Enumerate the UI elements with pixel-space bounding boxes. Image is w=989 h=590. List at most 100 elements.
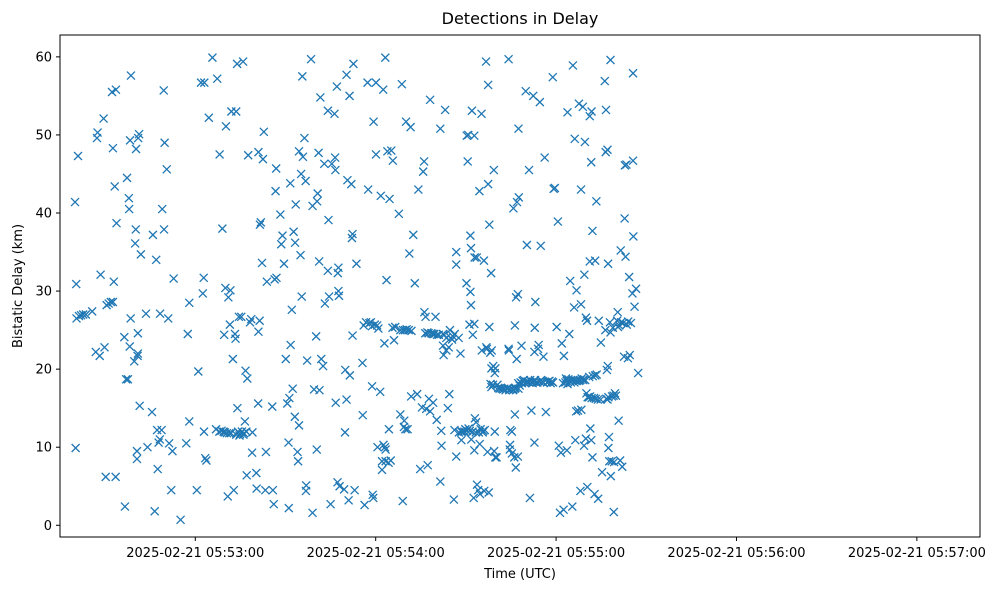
- data-point-marker: [576, 405, 586, 415]
- data-point-marker: [615, 456, 625, 465]
- data-point-marker: [525, 493, 535, 503]
- data-point-marker: [479, 256, 489, 266]
- data-point-marker: [282, 399, 292, 408]
- data-point-marker: [590, 256, 600, 266]
- y-tick-label: 10: [35, 441, 52, 456]
- data-point-marker: [290, 238, 300, 248]
- data-point-marker: [380, 53, 390, 63]
- data-point-marker: [451, 247, 461, 257]
- data-point-marker: [135, 401, 145, 411]
- data-point-marker: [306, 54, 316, 64]
- data-point-marker: [614, 416, 624, 426]
- data-point-marker: [613, 307, 623, 317]
- data-point-marker: [232, 403, 242, 413]
- data-point-marker: [389, 335, 399, 345]
- data-point-marker: [623, 317, 633, 326]
- data-point-marker: [101, 472, 111, 482]
- data-point-marker: [413, 185, 423, 195]
- data-point-marker: [70, 197, 80, 207]
- x-tick-label: 2025-02-21 05:53:00: [126, 546, 264, 561]
- data-point-marker: [564, 329, 574, 339]
- data-point-marker: [380, 442, 390, 452]
- data-point-marker: [505, 440, 515, 450]
- data-markers: [70, 53, 643, 525]
- data-point-marker: [100, 342, 109, 352]
- data-point-marker: [255, 316, 265, 326]
- data-point-marker: [252, 484, 262, 494]
- data-point-marker: [348, 229, 357, 239]
- data-point-marker: [327, 159, 337, 169]
- data-point-marker: [184, 416, 194, 426]
- data-point-marker: [399, 416, 409, 426]
- data-point-marker: [440, 105, 450, 115]
- data-point-marker: [251, 468, 261, 478]
- data-point-marker: [593, 395, 603, 405]
- data-point-marker: [631, 284, 641, 294]
- data-point-marker: [234, 312, 244, 322]
- data-point-marker: [332, 82, 342, 91]
- data-point-marker: [318, 361, 328, 371]
- data-point-marker: [262, 277, 272, 287]
- data-point-marker: [630, 302, 640, 312]
- data-point-marker: [192, 485, 202, 495]
- data-point-marker: [110, 181, 120, 191]
- data-point-marker: [253, 399, 263, 408]
- data-point-marker: [579, 270, 589, 280]
- data-point-marker: [96, 270, 106, 280]
- data-point-marker: [483, 80, 493, 90]
- data-point-marker: [483, 179, 493, 189]
- data-point-marker: [394, 209, 404, 219]
- data-point-marker: [371, 149, 381, 159]
- data-point-marker: [471, 417, 481, 427]
- data-point-marker: [198, 288, 208, 298]
- data-point-marker: [594, 316, 604, 326]
- data-point-marker: [540, 153, 550, 163]
- data-point-marker: [587, 226, 597, 236]
- data-point-marker: [563, 107, 572, 117]
- data-point-marker: [348, 331, 357, 341]
- data-point-marker: [316, 354, 326, 364]
- data-point-marker: [504, 345, 514, 355]
- data-point-marker: [400, 424, 410, 434]
- data-point-marker: [242, 374, 252, 383]
- data-point-marker: [600, 325, 610, 335]
- data-point-marker: [312, 196, 322, 206]
- data-point-marker: [360, 500, 370, 510]
- data-point-marker: [124, 204, 134, 214]
- data-point-marker: [324, 292, 334, 301]
- data-point-marker: [530, 323, 540, 333]
- data-point-marker: [606, 327, 615, 337]
- data-point-marker: [333, 263, 343, 273]
- data-point-marker: [132, 454, 142, 464]
- data-point-marker: [368, 493, 378, 503]
- data-point-marker: [581, 434, 591, 444]
- data-point-marker: [603, 395, 612, 405]
- data-point-marker: [219, 330, 229, 340]
- data-point-marker: [157, 425, 167, 435]
- data-point-marker: [381, 445, 391, 455]
- data-point-marker: [253, 147, 263, 157]
- data-point-marker: [513, 289, 523, 299]
- data-point-marker: [611, 391, 621, 401]
- data-point-marker: [609, 507, 619, 517]
- data-point-marker: [368, 490, 378, 500]
- data-point-marker: [388, 156, 398, 166]
- data-point-marker: [601, 105, 611, 115]
- data-point-marker: [284, 503, 294, 513]
- data-point-marker: [315, 92, 325, 102]
- data-point-marker: [312, 445, 322, 455]
- data-point-marker: [358, 410, 368, 420]
- data-point-marker: [125, 135, 135, 145]
- data-point-marker: [605, 317, 615, 327]
- data-point-marker: [323, 266, 333, 276]
- data-point-marker: [504, 344, 514, 354]
- data-point-marker: [428, 398, 438, 408]
- data-point-marker: [112, 218, 121, 228]
- data-point-marker: [441, 333, 451, 343]
- data-point-marker: [108, 143, 118, 153]
- data-point-marker: [121, 374, 131, 384]
- data-point-marker: [155, 434, 165, 444]
- data-point-marker: [401, 117, 411, 127]
- data-point-marker: [465, 231, 475, 241]
